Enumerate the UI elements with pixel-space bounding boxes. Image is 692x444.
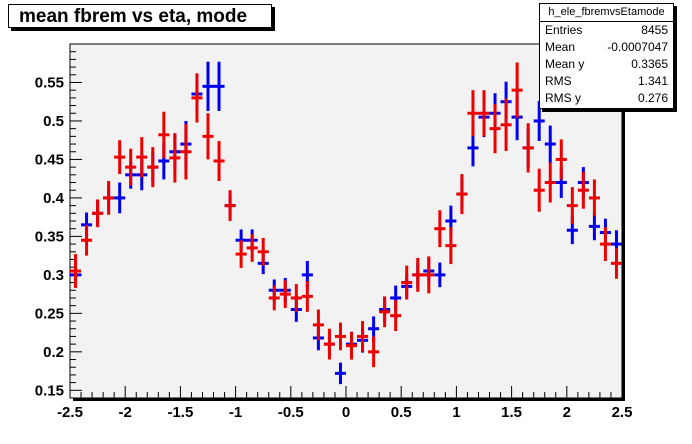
data-point-series-2 <box>290 284 302 312</box>
data-point-series-2 <box>191 73 203 123</box>
data-point-series-2 <box>114 140 126 175</box>
y-tick-label: 0.4 <box>43 190 65 207</box>
x-tick-label: 2 <box>563 404 571 421</box>
x-tick-label: -2 <box>119 404 132 421</box>
data-point-series-2 <box>169 133 181 183</box>
data-point-series-2 <box>423 256 435 294</box>
x-tick-label: 0 <box>342 404 350 421</box>
data-point-series-2 <box>599 227 611 262</box>
stats-histogram-name: h_ele_fbremvsEtamode <box>540 4 673 22</box>
data-point-series-2 <box>81 224 93 256</box>
data-point-series-2 <box>533 168 545 212</box>
stats-label: RMS y <box>545 91 581 105</box>
data-point-series-2 <box>610 247 622 279</box>
data-point-series-1 <box>213 61 225 111</box>
data-point-series-2 <box>511 62 523 118</box>
data-point-series-2 <box>246 234 258 262</box>
x-tick-label: -1 <box>229 404 242 421</box>
data-point-series-2 <box>478 90 490 137</box>
data-point-series-1 <box>202 61 214 111</box>
stats-value: 0.3365 <box>631 57 668 71</box>
data-point-series-2 <box>588 179 600 217</box>
data-point-series-2 <box>412 257 424 292</box>
x-tick-label: -2.5 <box>57 404 83 421</box>
data-point-series-2 <box>544 162 556 203</box>
y-tick-label: 0.45 <box>35 151 64 168</box>
stats-label: Mean y <box>545 57 585 71</box>
data-point-series-2 <box>522 123 534 173</box>
x-tick-label: -1.5 <box>167 404 193 421</box>
stats-label: Mean <box>545 40 576 54</box>
data-point-series-2 <box>301 281 313 312</box>
y-tick-label: 0.35 <box>35 228 64 245</box>
chart-title-box: mean fbrem vs eta, mode <box>8 4 272 28</box>
data-point-series-2 <box>346 331 358 360</box>
data-point-series-2 <box>379 296 391 328</box>
data-point-series-2 <box>445 227 457 265</box>
data-point-series-2 <box>368 336 380 368</box>
y-tick-label: 0.25 <box>35 305 64 322</box>
data-point-series-2 <box>566 187 578 225</box>
x-tick-label: 1.5 <box>501 404 522 421</box>
data-point-series-2 <box>434 210 446 248</box>
stats-value: 8455 <box>641 23 668 37</box>
x-tick-label: 0.5 <box>391 404 412 421</box>
data-point-series-1 <box>544 125 556 163</box>
x-tick-label: -0.5 <box>278 404 304 421</box>
stats-value: -0.0007047 <box>607 40 668 54</box>
stats-row-entries: Entries 8455 <box>540 22 673 39</box>
stats-label: RMS <box>545 74 572 88</box>
data-point-series-1 <box>588 212 600 241</box>
data-point-series-2 <box>323 328 335 360</box>
stats-row-mean: Mean -0.0007047 <box>540 39 673 56</box>
data-point-series-2 <box>224 190 236 221</box>
data-point-series-1 <box>114 182 126 214</box>
y-tick-label: 0.5 <box>43 113 64 130</box>
stats-row-rms-y: RMS y 0.276 <box>540 90 673 107</box>
data-point-series-2 <box>401 265 413 300</box>
data-point-series-2 <box>334 322 346 351</box>
data-point-series-2 <box>136 137 148 178</box>
data-point-series-2 <box>70 254 82 288</box>
stats-label: Entries <box>545 23 583 37</box>
data-point-series-2 <box>92 199 104 228</box>
stats-value: 1.341 <box>637 74 668 88</box>
data-point-series-2 <box>467 90 479 137</box>
data-point-series-1 <box>334 362 346 385</box>
plot-frame <box>69 43 623 399</box>
data-point-series-2 <box>489 104 501 154</box>
stats-row-mean-y: Mean y 0.3365 <box>540 56 673 73</box>
data-point-series-2 <box>268 285 280 311</box>
stats-box: h_ele_fbremvsEtamode Entries 8455 Mean -… <box>539 3 674 109</box>
data-point-series-2 <box>158 111 170 158</box>
data-point-series-2 <box>257 237 269 266</box>
data-point-series-2 <box>202 113 214 160</box>
data-point-series-2 <box>180 124 192 180</box>
data-point-series-2 <box>500 98 512 151</box>
data-point-series-2 <box>213 140 225 181</box>
data-point-series-2 <box>456 174 468 215</box>
data-point-series-2 <box>390 300 402 332</box>
x-tick-label: 2.5 <box>612 404 633 421</box>
data-point-series-2 <box>312 309 324 341</box>
chart-title: mean fbrem vs eta, mode <box>19 6 248 27</box>
stats-value: 0.276 <box>637 91 668 105</box>
y-tick-label: 0.2 <box>43 344 64 361</box>
data-point-series-2 <box>279 280 291 308</box>
data-point-series-1 <box>434 262 446 288</box>
x-tick-label: 1 <box>452 404 460 421</box>
y-tick-label: 0.15 <box>35 382 64 399</box>
data-point-series-2 <box>357 321 369 352</box>
data-point-series-2 <box>147 147 159 188</box>
data-point-series-2 <box>577 171 589 209</box>
stats-row-rms: RMS 1.341 <box>540 73 673 90</box>
y-tick-label: 0.55 <box>35 74 64 91</box>
data-point-series-2 <box>103 180 115 215</box>
data-point-series-2 <box>555 139 567 180</box>
y-tick-label: 0.3 <box>43 267 64 284</box>
data-point-series-2 <box>235 240 247 268</box>
data-point-series-2 <box>125 148 137 186</box>
